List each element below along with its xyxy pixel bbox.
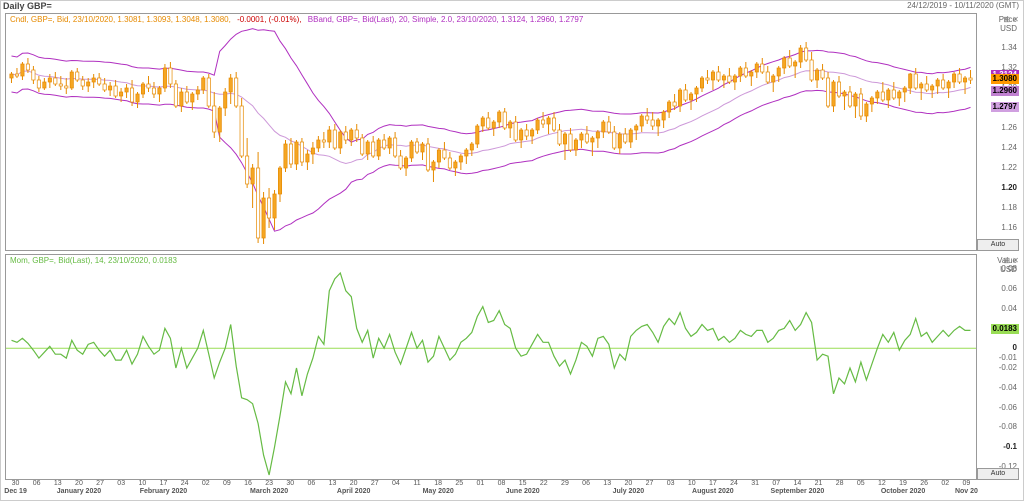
panel-controls-bot[interactable]: ⊞ ✕ — [979, 256, 1019, 266]
panel-controls-top[interactable]: ⊞ ✕ — [979, 15, 1019, 25]
price-panel[interactable]: Cndl, GBP=, Bid, 23/10/2020, 1.3081, 1.3… — [5, 13, 977, 251]
auto-button-top[interactable]: Auto — [977, 239, 1019, 251]
momentum-panel[interactable]: Mom, GBP=, Bid(Last), 14, 23/10/2020, 0.… — [5, 254, 977, 480]
date-range: 24/12/2019 - 10/11/2020 (GMT) — [907, 1, 1019, 10]
chart-title: Daily GBP= — [3, 1, 52, 13]
price-y-axis: PriceUSD1.341.321.301.281.261.241.221.20… — [977, 13, 1019, 251]
time-axis: 3006132027031017240209162330061320270411… — [5, 480, 977, 498]
auto-button-bot[interactable]: Auto — [977, 468, 1019, 480]
chart-root: Daily GBP= 24/12/2019 - 10/11/2020 (GMT)… — [0, 0, 1024, 501]
price-chart — [6, 14, 976, 250]
momentum-chart — [6, 255, 976, 479]
momentum-y-axis: ValueUSD0.080.060.040.020-0.01-0.02-0.04… — [977, 254, 1019, 480]
